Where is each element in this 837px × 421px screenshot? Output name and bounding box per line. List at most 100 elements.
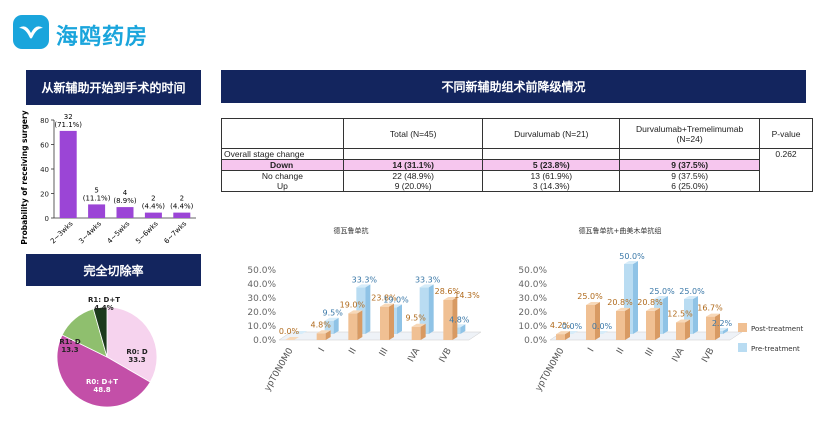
legend-pre-label: Pre-treatment (751, 345, 800, 353)
cell-total: 9 (20.0%) (342, 181, 484, 192)
x-tick-label: I (587, 347, 597, 354)
post-bar-side (357, 310, 363, 340)
pre-value-label: 2.2% (712, 319, 733, 328)
row-label: Up (221, 181, 344, 192)
row-label: Down (221, 159, 344, 171)
x-tick-label: IVB (700, 347, 716, 365)
logo: 海鸥药房 (12, 12, 182, 52)
bar-count-label: 2 (151, 195, 155, 203)
post-value-label: 25.0% (577, 292, 603, 301)
cell-total: 22 (48.9%) (342, 170, 484, 181)
x-tick-label: IVB (438, 347, 454, 365)
chart2-svg: 德瓦鲁单抗+曲美木单抗组 0.0% 10.0% 20.0% 30.0% 40.0% 50.0… (518, 226, 804, 393)
post-bar (380, 306, 389, 340)
x-tick-label: I (317, 347, 327, 354)
pie-value-label: 48.8 (93, 386, 110, 394)
pre-value-label: 19.0% (383, 295, 409, 304)
bar (88, 204, 106, 218)
chart-title: 德瓦鲁单抗+曲美木单抗组 (579, 226, 662, 235)
pre-value-label: 50.0% (619, 252, 645, 261)
y-tick-label: 40 (40, 166, 49, 174)
pie-slice (92, 306, 108, 358)
legend-pre-swatch (738, 343, 747, 352)
pre-bar-side (365, 284, 371, 334)
seagull-logo-icon (13, 15, 49, 49)
pie-value-label: 4.4% (94, 304, 113, 312)
pie-slice (56, 334, 151, 408)
table-header-pvalue: P-value (759, 118, 813, 149)
post-value-label: 4.8% (311, 320, 332, 329)
pre-bar-side (460, 324, 466, 334)
x-tick-label: 5~6wks (134, 220, 160, 246)
pie-label: R0: D (126, 348, 147, 356)
pre-value-label: 33.3% (352, 275, 378, 284)
section-label: Overall stage change (221, 148, 344, 160)
pre-bar-side (333, 317, 339, 334)
table-header-row: Total (N=45) Durvalumab (N=21) Durvaluma… (221, 118, 813, 149)
post-bar-side (389, 303, 394, 340)
pre-bar-top (293, 331, 307, 334)
bar-percent-label: (71.1%) (54, 121, 82, 129)
bar-percent-label: (11.1%) (83, 194, 111, 202)
x-tick-label: III (378, 347, 391, 359)
pre-value-label: 0.0% (592, 322, 613, 331)
post-value-label: 20.8% (607, 298, 633, 307)
table-header-durvalumab: Durvalumab (N=21) (482, 118, 621, 149)
y-tick-label: 20 (40, 191, 49, 199)
bar-percent-label: (4.4%) (142, 203, 166, 211)
cell-durva: 5 (23.8%) (482, 159, 621, 171)
pre-bar-side (428, 284, 434, 334)
y-tick-label: 0 (45, 215, 49, 223)
post-bar-side (325, 330, 331, 340)
bar-percent-label: (8.9%) (113, 197, 137, 205)
post-bar-top (586, 302, 600, 305)
x-tick-label: IVA (406, 346, 422, 364)
y-tick-label: 30.0% (518, 294, 547, 304)
cell-durva: 13 (61.9%) (482, 170, 621, 181)
post-bar-side (595, 302, 600, 340)
post-bar-top (556, 331, 570, 335)
x-tick-label: 3~4wks (77, 220, 103, 246)
post-value-label: 4.2% (550, 321, 571, 330)
post-bar-top (706, 313, 720, 317)
table-header-blank (221, 118, 344, 149)
table-row: No change 22 (48.9%) 13 (61.9%) 9 (37.5%… (221, 170, 813, 181)
p-value-cell: 0.262 (759, 148, 813, 192)
bar (144, 212, 162, 218)
bar (59, 130, 77, 218)
post-bar (348, 313, 358, 340)
post-bar-side (685, 319, 690, 340)
table-row: Up 9 (20.0%) 3 (14.3%) 6 (25.0%) (221, 181, 813, 192)
pre-bar (324, 320, 334, 334)
y-tick-label: 40.0% (518, 280, 547, 290)
post-bar (616, 310, 625, 340)
legend-post-label: Post-treatment (751, 325, 804, 333)
pre-bar-side (633, 261, 638, 334)
table-header-total: Total (N=45) (342, 118, 484, 149)
post-bar (586, 305, 595, 340)
pie-label: R0: D+T (86, 378, 118, 386)
y-tick-label: 10.0% (247, 322, 276, 332)
brand-name: 海鸥药房 (56, 25, 149, 50)
bar-percent-label: (4.4%) (170, 203, 194, 211)
bar-count-label: 2 (180, 195, 184, 203)
legend-post-swatch (738, 323, 747, 332)
pie-value-label: 33.3 (128, 356, 145, 364)
pre-value-label: 4.8% (449, 315, 470, 324)
stage-change-banner: 不同新辅助组术前降级情况 (221, 70, 806, 103)
table-row: Overall stage change 0.262 (221, 148, 813, 192)
post-bar-top (380, 303, 394, 307)
pre-value-label: 25.0% (649, 287, 675, 296)
y-tick-label: 0.0% (253, 336, 276, 346)
post-bar-side (655, 307, 660, 340)
combo-stage-chart: 德瓦鲁单抗+曲美木单抗组 0.0% 10.0% 20.0% 30.0% 40.0% 50.0… (490, 215, 820, 405)
x-tick-label: III (644, 347, 657, 359)
post-value-label: 28.6% (435, 287, 461, 296)
cell-combo: 9 (37.5%) (619, 159, 761, 171)
post-value-label: 12.5% (667, 310, 693, 319)
x-tick-label: 2~3wks (49, 220, 75, 246)
y-tick-label: 60 (40, 142, 49, 150)
extra-value-label: 14.3% (454, 291, 480, 300)
post-bar-top (411, 323, 426, 327)
pre-value-label: 33.3% (415, 275, 441, 284)
